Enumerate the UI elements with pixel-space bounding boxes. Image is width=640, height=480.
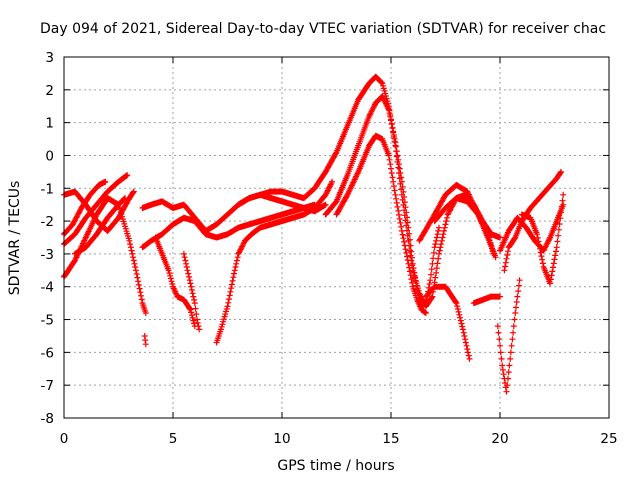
plus-markers: [61, 195, 149, 316]
series-track-t: [501, 168, 564, 274]
series-track-r: [470, 293, 503, 307]
plus-markers: [139, 201, 318, 251]
series-track-k: [213, 178, 336, 346]
x-tick-label: 25: [600, 431, 617, 447]
series-track-n: [333, 132, 429, 316]
y-tick-label: -1: [41, 181, 54, 197]
series-track-p: [416, 182, 499, 261]
y-tick-labels: -8 -7 -6 -5 -4 -3 -2 -1 0 1 2 3: [41, 50, 54, 427]
y-tick-label: 2: [45, 83, 54, 99]
plus-markers: [322, 93, 442, 310]
plus-markers: [518, 191, 567, 287]
plus-markers: [416, 182, 499, 261]
series-track-s: [494, 277, 523, 395]
y-axis-label: SDTVAR / TECUs: [7, 181, 23, 296]
plus-markers: [71, 195, 128, 257]
plus-markers: [470, 293, 503, 307]
y-tick-label: -5: [41, 313, 54, 329]
x-tick-label: 20: [491, 431, 508, 447]
series-track-m: [322, 93, 442, 310]
y-tick-label: -3: [41, 247, 54, 263]
series-track-o: [422, 283, 473, 362]
y-tick-label: -6: [41, 345, 54, 361]
plus-markers: [501, 168, 564, 274]
series-track-v: [518, 191, 567, 287]
plus-markers: [180, 250, 203, 333]
y-tick-label: -4: [41, 280, 54, 296]
y-tick-label: -8: [41, 411, 54, 427]
series-track-f: [141, 333, 149, 348]
plus-markers: [333, 132, 429, 316]
series-track-e: [71, 195, 128, 257]
plus-markers: [213, 178, 336, 346]
y-tick-label: -7: [41, 378, 54, 394]
series-track-h: [139, 201, 318, 251]
series-track-a: [61, 195, 149, 316]
x-axis-label: GPS time / hours: [277, 458, 394, 474]
plus-markers: [494, 277, 523, 395]
x-tick-label: 5: [169, 431, 178, 447]
x-tick-label: 0: [60, 431, 69, 447]
data-points: [61, 73, 567, 395]
x-tick-label: 15: [382, 431, 399, 447]
chart-title: Day 094 of 2021, Sidereal Day-to-day VTE…: [40, 21, 606, 37]
plus-markers: [152, 234, 198, 330]
series-track-i: [152, 234, 198, 330]
plus-markers: [431, 195, 497, 257]
y-tick-label: 0: [45, 148, 54, 164]
x-tick-labels: 0 5 10 15 20 25: [60, 431, 618, 447]
axis-ticks: [63, 56, 610, 419]
plus-markers: [141, 333, 149, 348]
y-tick-label: -2: [41, 214, 54, 230]
y-tick-label: 3: [45, 50, 54, 66]
grid: [64, 57, 609, 418]
plus-markers: [422, 283, 473, 362]
x-tick-label: 10: [273, 431, 290, 447]
series-track-j: [180, 250, 203, 333]
series-track-q: [431, 195, 497, 257]
plot-frame: [63, 56, 610, 419]
y-tick-label: 1: [45, 116, 54, 132]
